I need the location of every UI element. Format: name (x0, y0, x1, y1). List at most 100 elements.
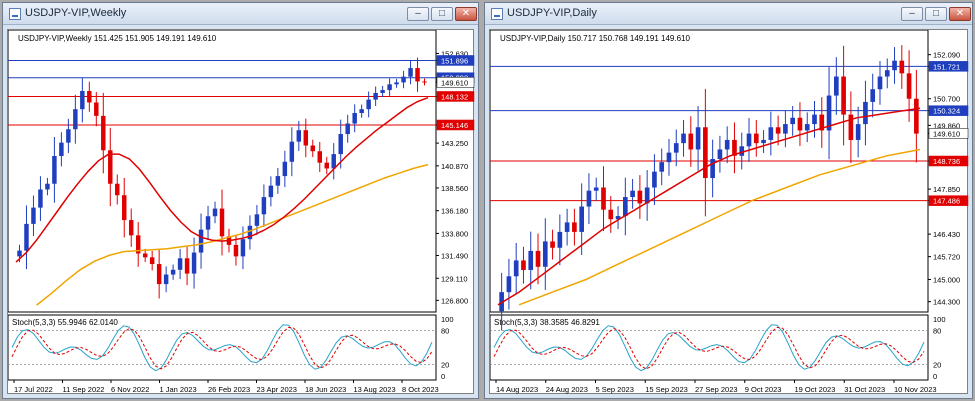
price-flag-label: 148.736 (933, 157, 960, 166)
price-flag-box (928, 105, 969, 116)
candle-body (812, 114, 817, 125)
candle-body (345, 123, 350, 135)
candle-body (790, 117, 796, 125)
candle-body (135, 235, 141, 254)
candle-body (66, 129, 71, 143)
price-tick-label: 152.090 (933, 51, 960, 60)
slow-moving-average-line (518, 148, 921, 306)
candle-body (108, 150, 113, 184)
date-tick-label: 19 Oct 2023 (795, 385, 836, 394)
daily-chart-svg[interactable]: USDJPY-VIP,Daily 150.717 150.768 149.191… (490, 30, 969, 395)
price-flag-label: 151.721 (933, 62, 960, 71)
daily-title-bar[interactable]: USDJPY-VIP,Daily – □ ✕ (485, 3, 972, 25)
candle-body (87, 91, 92, 103)
price-flag-box (928, 195, 969, 206)
candle-body (542, 241, 548, 267)
candle-body (156, 264, 162, 285)
stoch-signal-line (493, 326, 925, 370)
candle-body (45, 183, 50, 190)
chart-header-ohlc: USDJPY-VIP,Daily 150.717 150.768 149.191… (500, 34, 690, 43)
stoch-tick-label: 100 (441, 315, 454, 324)
candle-body (761, 139, 766, 144)
weekly-chart-svg[interactable]: USDJPY-VIP,Weekly 151.425 151.905 149.19… (8, 30, 475, 395)
price-tick-label: 131.490 (441, 252, 468, 261)
candle-body (373, 92, 378, 100)
candle-body (710, 158, 715, 178)
stoch-tick-label: 80 (441, 326, 449, 335)
candle-body (768, 127, 774, 140)
price-tick-label: 143.250 (441, 139, 468, 148)
candle-body (739, 146, 745, 156)
fast-moving-average-line (497, 107, 921, 306)
minimize-button[interactable]: – (407, 7, 429, 21)
candle-body (622, 197, 628, 217)
daily-chart-area[interactable]: USDJPY-VIP,Daily 150.717 150.768 149.191… (489, 29, 969, 395)
candle-body (753, 133, 759, 144)
candle-body (163, 274, 169, 285)
date-tick-label: 10 Nov 2023 (894, 385, 937, 394)
candle-body (184, 258, 190, 274)
candle-body (855, 124, 861, 140)
candle-body (331, 154, 336, 169)
weekly-window-title: USDJPY-VIP,Weekly (25, 7, 127, 19)
price-flag-label: 150.324 (933, 107, 960, 116)
candle-body (877, 76, 883, 90)
candle-body (630, 190, 635, 198)
weekly-chart-area[interactable]: USDJPY-VIP,Weekly 151.425 151.905 149.19… (7, 29, 475, 395)
weekly-title-bar[interactable]: USDJPY-VIP,Weekly – □ ✕ (3, 3, 478, 25)
candle-body (586, 190, 592, 207)
close-button[interactable]: ✕ (949, 7, 971, 21)
candle-body (38, 189, 43, 208)
stoch-tick-label: 80 (933, 326, 941, 335)
candle-body (884, 70, 890, 77)
candle-body (366, 99, 371, 110)
candle-body (681, 133, 686, 144)
price-flag-box (436, 77, 475, 88)
candle-body (833, 76, 839, 96)
candle-body (408, 68, 413, 77)
price-tick-label: 152.630 (441, 49, 468, 58)
price-tick-label: 144.300 (933, 298, 960, 307)
price-tick-label: 140.870 (441, 162, 468, 171)
candle-body (717, 149, 723, 159)
price-tick-label: 126.800 (441, 296, 468, 305)
price-panel (8, 30, 437, 313)
candle-body (310, 145, 316, 152)
candle-body (906, 73, 912, 99)
candle-body (637, 190, 643, 204)
maximize-button[interactable]: □ (925, 7, 947, 21)
stoch-panel (8, 314, 437, 381)
stoch-tick-label: 20 (933, 361, 941, 370)
candle-body (261, 197, 267, 215)
candle-body (247, 225, 253, 240)
price-tick-label: 145.720 (933, 253, 960, 262)
price-flag-box (928, 61, 969, 72)
candle-body (198, 229, 204, 253)
candle-body (233, 244, 239, 257)
price-tick-label: 145.000 (933, 275, 960, 284)
candle-body (352, 113, 357, 124)
candle-body (863, 101, 868, 125)
close-button[interactable]: ✕ (455, 7, 477, 21)
candle-body (841, 76, 846, 115)
date-tick-label: 24 Aug 2023 (546, 385, 588, 394)
candle-body (550, 241, 555, 248)
candle-body (652, 171, 657, 188)
candle-body (212, 208, 218, 217)
candle-body (797, 117, 803, 131)
stoch-indicator-label: Stoch(5,3,3) 55.9946 62.0140 (12, 318, 118, 327)
date-tick-label: 31 Oct 2023 (844, 385, 885, 394)
maximize-button[interactable]: □ (431, 7, 453, 21)
candle-body (557, 231, 563, 248)
candle-body (170, 269, 176, 275)
date-tick-label: 18 Jun 2023 (305, 385, 346, 394)
candle-body (564, 222, 570, 232)
candle-body (732, 139, 737, 156)
candle-body (128, 220, 134, 236)
price-flag-label: 145.146 (441, 121, 468, 130)
price-flag-label: 149.610 (933, 129, 960, 138)
price-flag-label: 149.610 (441, 78, 468, 87)
minimize-button[interactable]: – (901, 7, 923, 21)
candle-body (513, 260, 519, 277)
slow-moving-average-line (36, 163, 429, 306)
